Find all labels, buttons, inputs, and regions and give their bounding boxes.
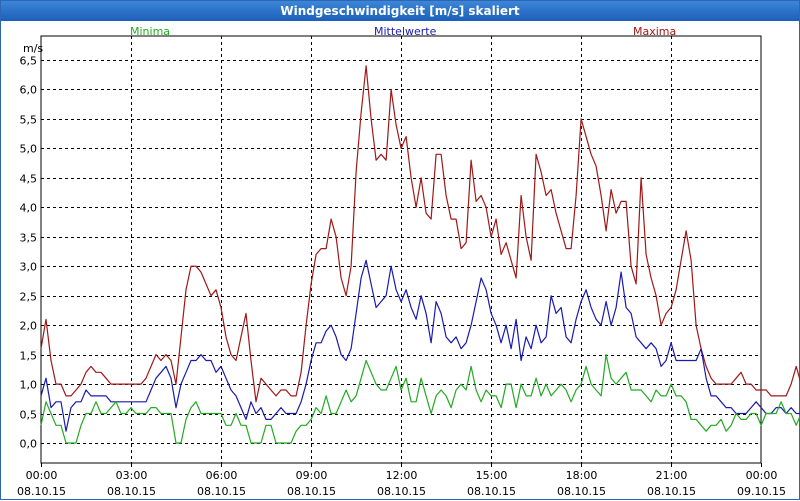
- y-tick-label: 3,5: [20, 232, 38, 245]
- y-tick-label: 3,0: [20, 261, 38, 274]
- x-tick-time-label: 06:00: [206, 469, 238, 482]
- x-tick-time-label: 18:00: [566, 469, 598, 482]
- series-line-minima: [40, 354, 800, 444]
- y-tick-label: 4,5: [20, 173, 38, 186]
- x-tick-date-label: 08.10.15: [107, 485, 156, 498]
- legend-mittelwerte: Mittelwerte: [374, 25, 437, 38]
- y-tick-label: 5,0: [20, 143, 38, 156]
- y-tick-label: 1,0: [20, 379, 38, 392]
- y-tick-label: 0,5: [20, 409, 38, 422]
- y-tick-label: 0,0: [20, 438, 38, 451]
- x-tick-date-label: 08.10.15: [17, 485, 66, 498]
- legend-minima: Minima: [130, 25, 171, 38]
- y-tick-label: 2,0: [20, 320, 38, 333]
- y-tick-label: 6,5: [20, 55, 38, 68]
- series-line-maxima: [40, 65, 800, 403]
- y-tick-label: 4,0: [20, 202, 38, 215]
- x-tick-time-label: 00:00: [746, 469, 778, 482]
- x-tick-date-label: 09.10.15: [737, 485, 786, 498]
- y-axis-unit-label: m/s: [23, 42, 44, 55]
- x-tick-date-label: 08.10.15: [467, 485, 516, 498]
- window-title: Windgeschwindigkeit [m/s] skaliert: [1, 1, 799, 21]
- x-tick-date-label: 08.10.15: [647, 485, 696, 498]
- x-tick-time-label: 15:00: [476, 469, 508, 482]
- x-tick-time-label: 03:00: [116, 469, 148, 482]
- x-tick-time-label: 00:00: [26, 469, 58, 482]
- legend-maxima: Maxima: [633, 25, 677, 38]
- y-tick-label: 2,5: [20, 291, 38, 304]
- x-tick-date-label: 08.10.15: [287, 485, 336, 498]
- x-tick-date-label: 08.10.15: [377, 485, 426, 498]
- x-tick-time-label: 12:00: [386, 469, 418, 482]
- x-tick-date-label: 08.10.15: [197, 485, 246, 498]
- y-tick-label: 5,5: [20, 114, 38, 127]
- series-line-mittelwerte: [40, 259, 800, 432]
- y-tick-label: 1,5: [20, 350, 38, 363]
- x-tick-date-label: 08.10.15: [557, 485, 606, 498]
- x-tick-time-label: 21:00: [656, 469, 688, 482]
- y-tick-label: 6,0: [20, 84, 38, 97]
- x-tick-time-label: 09:00: [296, 469, 328, 482]
